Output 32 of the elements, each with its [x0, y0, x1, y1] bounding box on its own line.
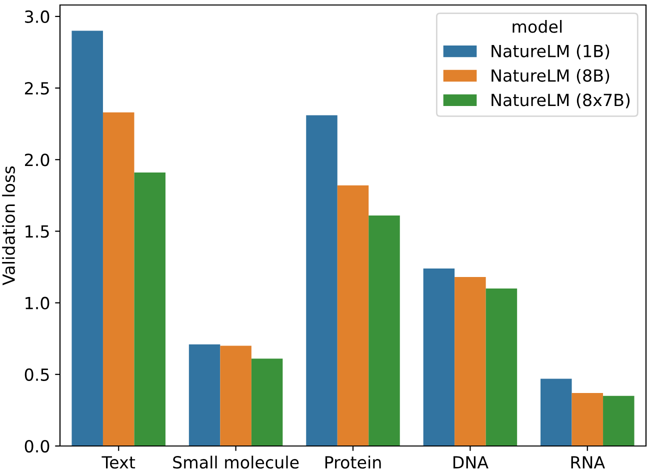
bar	[306, 115, 338, 446]
y-tick-label: 0.5	[24, 368, 49, 381]
bar	[337, 185, 369, 446]
x-tick-label: Text	[102, 456, 136, 469]
bar	[603, 396, 634, 446]
bar	[188, 344, 220, 446]
y-tick-label: 2.0	[24, 154, 50, 166]
legend-label: NatureLM (8B)	[492, 68, 610, 84]
x-tick-label: DNA	[453, 456, 488, 468]
y-tick-label: 2.5	[24, 82, 49, 95]
bar	[454, 277, 486, 446]
bar	[540, 378, 572, 446]
x-tick-label: Protein	[325, 456, 381, 469]
bar	[368, 215, 400, 446]
y-axis-title: Validation loss	[2, 166, 15, 286]
bar	[220, 346, 252, 446]
bar	[486, 288, 518, 446]
bar	[251, 358, 283, 446]
y-tick-label: 1.0	[26, 296, 50, 310]
x-tick-label: RNA	[571, 456, 605, 468]
bar	[423, 268, 455, 446]
legend-label: NatureLM (1B)	[492, 44, 610, 60]
y-tick-label: 1.5	[26, 225, 49, 238]
x-tick-label: Small molecule	[173, 456, 299, 469]
legend-title: model	[512, 20, 562, 33]
y-tick-label: 3.0	[25, 10, 50, 24]
bar	[572, 393, 604, 446]
bar	[134, 172, 166, 446]
y-tick-label: 0.0	[24, 440, 50, 453]
legend-label: NatureLM (8x7B)	[492, 93, 630, 108]
bar	[102, 112, 134, 446]
bar	[72, 30, 103, 446]
